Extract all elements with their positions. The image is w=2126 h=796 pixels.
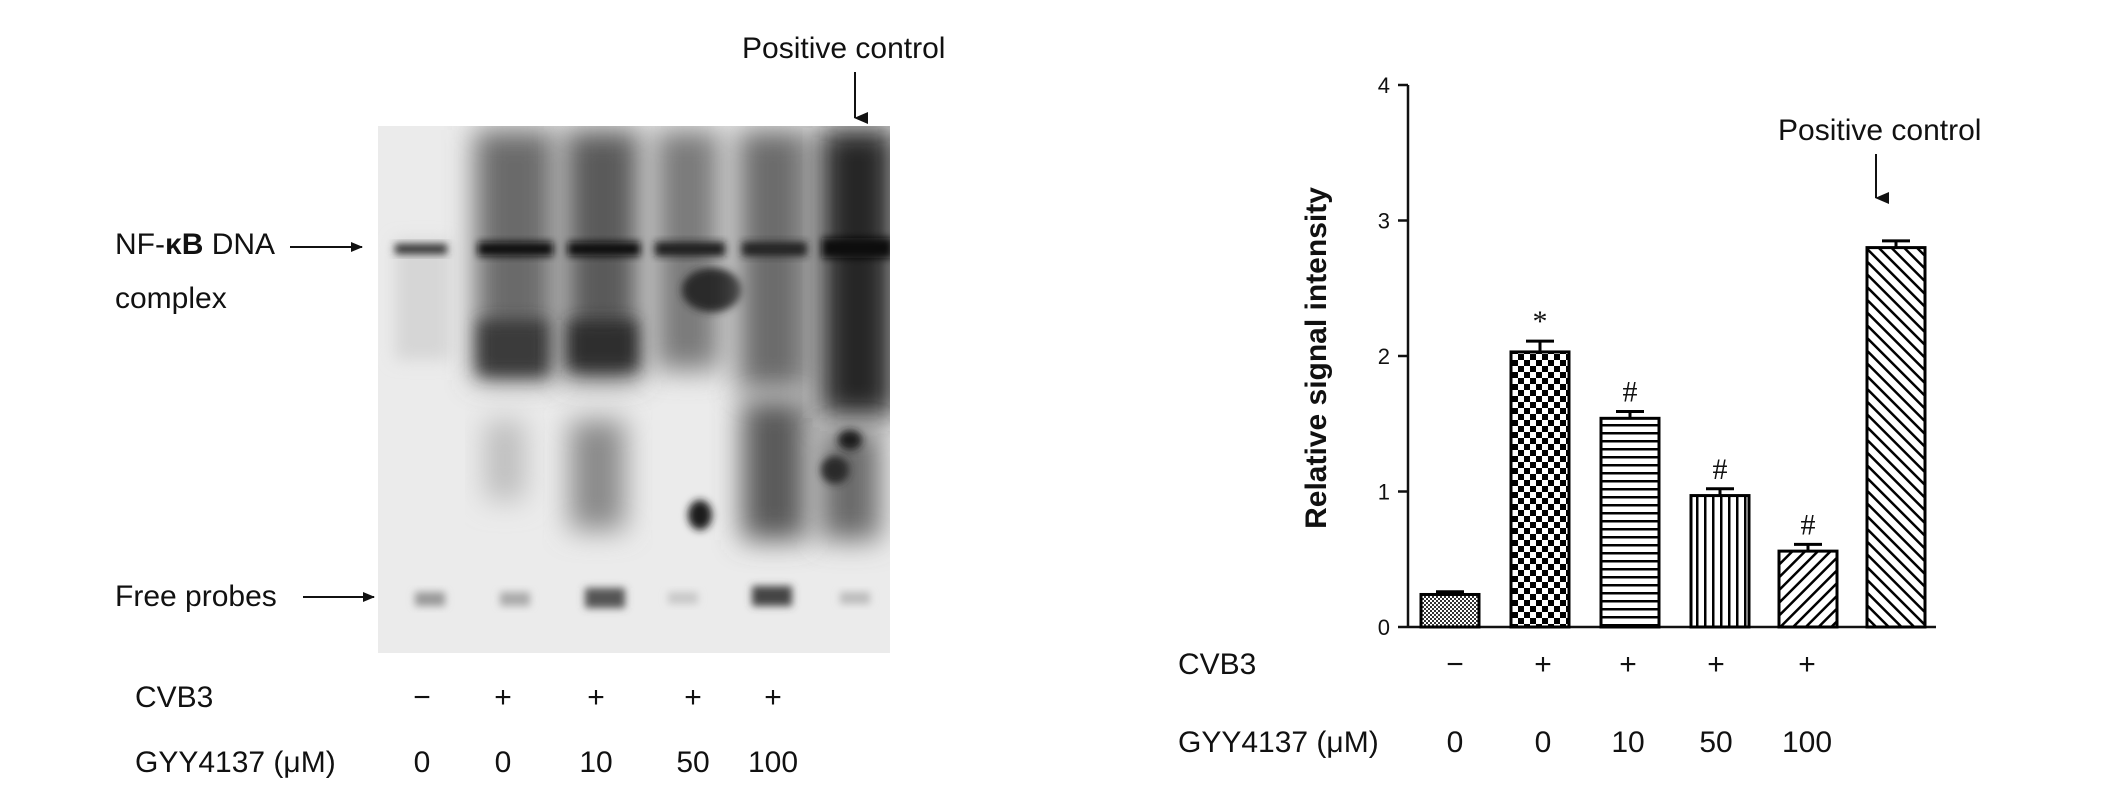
gel-gyy-value-3: 50 xyxy=(676,746,710,779)
gel-gyy-value-0: 0 xyxy=(413,746,431,779)
significance-mark-3: # xyxy=(1713,453,1728,486)
nfkb-prefix: NF- xyxy=(115,228,165,261)
chart-cvb3-value-4: + xyxy=(1798,648,1816,681)
gel-positive-control-label: Positive control xyxy=(742,32,946,65)
gel-gyy-value-1: 0 xyxy=(494,746,512,779)
y-ticks: 0 1 2 3 4 xyxy=(1378,73,1408,640)
y-tick-label-1: 1 xyxy=(1378,480,1390,505)
chart-cvb3-value-0: − xyxy=(1446,648,1464,681)
chart-positive-control-label: Positive control xyxy=(1778,114,1982,147)
gel-image xyxy=(290,72,890,653)
bar-4 xyxy=(1777,549,1839,629)
significance-mark-1: * xyxy=(1533,305,1548,338)
free-probe-lane3 xyxy=(585,588,625,608)
chart-gyy-label: GYY4137 (μM) xyxy=(1178,726,1379,759)
gel-gyy-label: GYY4137 (μM) xyxy=(135,746,336,779)
complex-label: complex xyxy=(115,282,227,315)
y-tick-label-4: 4 xyxy=(1378,73,1390,98)
y-tick-label-3: 3 xyxy=(1378,209,1390,234)
nfkb-band-lane4 xyxy=(655,242,725,256)
chart-cvb3-label: CVB3 xyxy=(1178,648,1257,681)
free-probe-lane6 xyxy=(840,592,870,604)
gel-gyy-value-4: 100 xyxy=(747,746,799,779)
chart-gyy-value-0: 0 xyxy=(1446,726,1464,759)
nfkb-band-lane2 xyxy=(478,242,553,256)
gel-cvb3-value-2: + xyxy=(587,681,605,714)
bar-1 xyxy=(1509,350,1571,629)
chart-cvb3-value-2: + xyxy=(1619,648,1637,681)
bar-3 xyxy=(1689,494,1751,629)
chart-cvb3-value-1: + xyxy=(1534,648,1552,681)
chart-gyy-value-3: 50 xyxy=(1699,726,1733,759)
free-probe-lane4 xyxy=(668,592,698,604)
free-probes-label: Free probes xyxy=(115,580,277,613)
significance-mark-2: # xyxy=(1623,376,1638,409)
free-probe-lane2 xyxy=(500,592,530,606)
significance-mark-4: # xyxy=(1801,508,1816,541)
bar-2 xyxy=(1599,416,1661,629)
gel-cvb3-label: CVB3 xyxy=(135,681,214,714)
chart-cvb3-value-3: + xyxy=(1707,648,1725,681)
y-tick-label-0: 0 xyxy=(1378,615,1390,640)
nfkb-dna-label: NF-κB DNA xyxy=(115,228,275,262)
y-axis-title: Relative signal intensity xyxy=(1300,187,1333,529)
nfkb-suffix: DNA xyxy=(203,228,276,261)
nfkb-band-lane5 xyxy=(742,242,807,256)
gel-gyy-value-2: 10 xyxy=(579,746,613,779)
nfkb-band-lane6 xyxy=(822,238,890,258)
bars: * # # # xyxy=(1419,239,1927,629)
gel-cvb3-value-3: + xyxy=(684,681,702,714)
y-tick-label-2: 2 xyxy=(1378,344,1390,369)
nfkb-band-lane3 xyxy=(568,242,640,256)
chart-gyy-value-1: 0 xyxy=(1534,726,1552,759)
bar-0 xyxy=(1419,592,1481,629)
bar-5 xyxy=(1865,246,1927,629)
gel-cvb3-value-0: − xyxy=(413,681,431,714)
nfkb-kappa: κB xyxy=(164,228,204,261)
free-probe-lane1 xyxy=(415,592,445,606)
gel-cvb3-value-1: + xyxy=(494,681,512,714)
chart-gyy-value-2: 10 xyxy=(1611,726,1645,759)
gel-cvb3-value-4: + xyxy=(764,681,782,714)
chart-gyy-value-4: 100 xyxy=(1781,726,1833,759)
free-probe-lane5 xyxy=(752,586,792,606)
nfkb-band-lane1 xyxy=(395,244,447,254)
